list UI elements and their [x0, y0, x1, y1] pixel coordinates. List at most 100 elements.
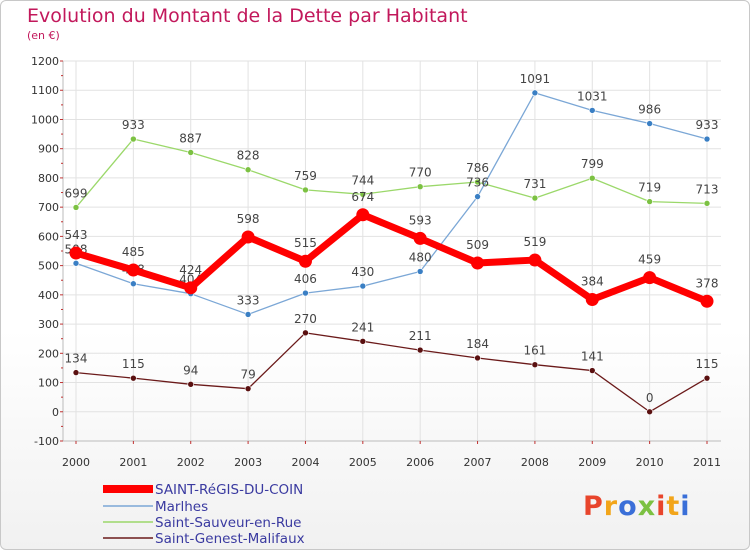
- data-label: 161: [523, 344, 546, 358]
- data-label: 184: [466, 337, 489, 351]
- data-label: 759: [294, 169, 317, 183]
- x-tick-label: 2002: [177, 456, 205, 469]
- data-point: [244, 166, 252, 174]
- data-label: 424: [179, 263, 202, 277]
- data-point: [474, 178, 481, 186]
- data-label: 459: [638, 253, 661, 267]
- data-point: [413, 231, 427, 245]
- data-point: [646, 198, 653, 205]
- x-tick-label: 2001: [119, 456, 147, 469]
- data-label: 79: [240, 368, 255, 382]
- data-label: 378: [696, 276, 719, 290]
- data-label: 270: [294, 312, 317, 326]
- x-tick-label: 2005: [349, 456, 377, 469]
- data-label: 333: [237, 293, 260, 307]
- data-label: 598: [237, 212, 260, 226]
- data-point: [359, 338, 367, 345]
- data-point: [585, 293, 599, 307]
- data-label: 480: [409, 250, 432, 264]
- data-label: 699: [65, 186, 88, 200]
- data-label: 744: [351, 173, 374, 187]
- data-point: [72, 369, 80, 376]
- x-tick-label: 2000: [62, 456, 90, 469]
- data-label: 519: [523, 235, 546, 249]
- data-point: [531, 361, 539, 369]
- data-point: [302, 329, 309, 337]
- data-point: [72, 259, 80, 267]
- data-point: [474, 354, 481, 362]
- data-point: [126, 263, 140, 277]
- logo-letter: i: [680, 491, 691, 522]
- data-point: [703, 374, 711, 382]
- y-tick-label: -100: [34, 435, 59, 448]
- logo-letter: i: [656, 491, 667, 522]
- data-point: [416, 183, 424, 190]
- data-label: 241: [351, 320, 374, 334]
- data-label: 430: [351, 265, 374, 279]
- y-tick-label: 900: [38, 143, 59, 156]
- y-tick-label: 1100: [31, 84, 59, 97]
- data-label: 515: [294, 236, 317, 250]
- data-label: 799: [581, 157, 604, 171]
- x-tick-label: 2007: [464, 456, 492, 469]
- x-tick-label: 2010: [636, 456, 664, 469]
- data-point: [531, 89, 539, 97]
- y-tick-label: 800: [38, 172, 59, 185]
- y-tick-label: 500: [38, 260, 59, 273]
- data-label: 713: [696, 182, 719, 196]
- data-point: [588, 107, 596, 114]
- data-point: [528, 253, 542, 267]
- data-point: [298, 254, 312, 268]
- data-point: [69, 246, 83, 260]
- data-label: 786: [466, 161, 489, 175]
- series-line: [75, 92, 708, 316]
- data-point: [703, 135, 711, 143]
- logo-letter: P: [583, 491, 604, 522]
- series-line: [75, 138, 708, 209]
- data-point: [588, 367, 596, 374]
- data-label: 485: [122, 245, 145, 259]
- data-point: [241, 230, 255, 244]
- legend-label: Saint-Genest-Malifaux: [155, 531, 305, 547]
- data-label: 94: [183, 363, 198, 377]
- data-point: [72, 204, 80, 211]
- data-label: 115: [122, 357, 145, 371]
- logo-letter: r: [603, 491, 619, 522]
- data-point: [474, 193, 481, 200]
- data-point: [643, 271, 657, 285]
- data-label: 543: [65, 228, 88, 242]
- x-tick-label: 2008: [521, 456, 549, 469]
- data-point: [703, 200, 711, 207]
- data-label: 0: [646, 391, 654, 405]
- data-label: 933: [122, 118, 145, 132]
- data-label: 719: [638, 181, 661, 195]
- legend-label: SAINT-RéGIS-DU-COIN: [155, 482, 303, 498]
- x-tick-label: 2004: [291, 456, 319, 469]
- data-label: 134: [65, 352, 88, 366]
- data-point: [302, 289, 309, 297]
- data-point: [244, 385, 252, 392]
- data-label: 986: [638, 103, 661, 117]
- y-tick-label: 700: [38, 201, 59, 214]
- data-point: [356, 208, 370, 222]
- data-point: [244, 311, 252, 318]
- data-point: [359, 282, 367, 290]
- data-point: [531, 194, 539, 202]
- x-tick-label: 2011: [693, 456, 721, 469]
- y-tick-label: 200: [38, 347, 59, 360]
- data-point: [187, 380, 195, 388]
- data-label: 674: [351, 190, 374, 204]
- proxiti-logo: Proxiti: [583, 491, 691, 522]
- data-point: [184, 281, 198, 295]
- chart-subtitle: (en €): [27, 29, 60, 42]
- data-point: [646, 408, 653, 416]
- legend-label: Saint-Sauveur-en-Rue: [155, 515, 302, 531]
- x-tick-label: 2009: [578, 456, 606, 469]
- data-point: [588, 174, 596, 182]
- data-point: [700, 294, 714, 308]
- data-point: [416, 268, 424, 275]
- data-label: 593: [409, 213, 432, 227]
- series-line: [72, 211, 711, 305]
